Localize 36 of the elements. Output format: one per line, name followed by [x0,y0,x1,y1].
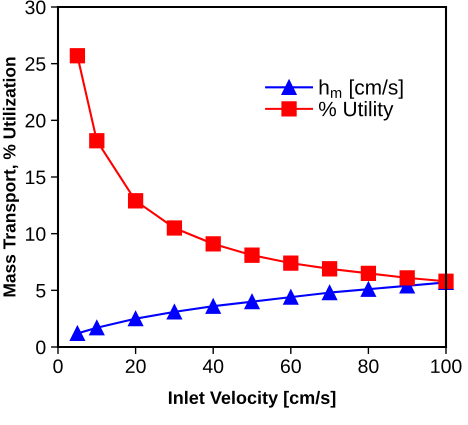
point [400,270,415,286]
x-tick-label: 100 [431,359,462,374]
point [322,284,338,300]
point [166,304,182,320]
y-axis-title: Mass Transport, % Utilization [2,57,20,296]
point [360,282,376,297]
point [70,48,86,64]
y-tick-label: 30 [25,0,46,14]
legend-label: % Utility [318,101,394,120]
point [244,248,260,263]
x-tick-label: 40 [202,359,224,374]
point [244,294,260,310]
point [322,261,338,276]
point [283,255,298,271]
y-tick-label: 0 [36,340,46,354]
y-tick-label: 15 [26,170,46,184]
point [206,298,221,314]
point [128,311,144,326]
y-tick-label: 10 [26,227,46,241]
point [89,133,104,148]
y-tick-label: 25 [26,57,46,71]
x-tick-label: 20 [126,359,146,374]
point [360,266,376,281]
point [206,236,221,252]
x-tick-label: 60 [280,359,301,374]
point [70,326,86,342]
point [283,289,298,305]
legend-label: h$_{m}$ [cm/s] [320,79,403,99]
point [128,193,144,208]
x-tick-label: 80 [358,359,378,374]
point [166,220,182,236]
x-tick-label: 0 [53,359,63,374]
x-axis-title: Inlet Velocity [cm/s] [168,390,336,408]
y-tick-label: 5 [36,284,46,298]
y-tick-label: 20 [26,114,46,128]
point [89,320,104,336]
